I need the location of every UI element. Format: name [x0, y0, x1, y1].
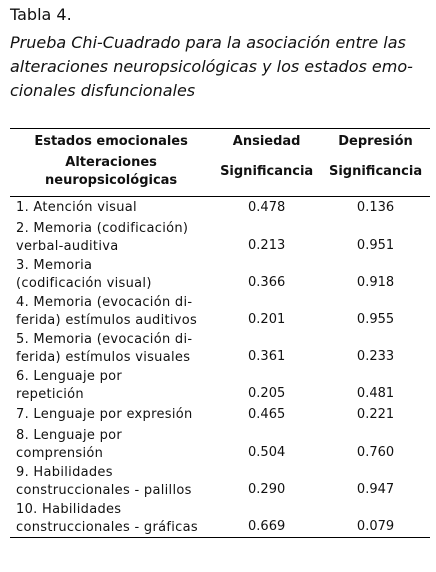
- row-label-line: ferida) estímulos visuales: [16, 349, 191, 365]
- header-significance-anxiety: Significancia: [212, 152, 322, 197]
- caption-line: Prueba Chi-Cuadrado para la asociación e…: [10, 33, 406, 52]
- row-label: 10. Habilidades construccionales - gráfic…: [10, 500, 213, 538]
- row-label: 9. Habilidades construccionales - palillo…: [10, 463, 212, 500]
- header-neuropsychological-alterations: Alteraciones neuropsicológicas: [10, 152, 213, 197]
- table-row: 1. Atención visual 0.478 0.136: [10, 197, 430, 220]
- row-label: 5. Memoria (evocación di-ferida) estímul…: [10, 330, 212, 367]
- anxiety-significance: 0.478: [248, 199, 286, 215]
- caption-line: cionales disfuncionales: [10, 81, 196, 100]
- row-label-line: 10. Habilidades: [16, 501, 122, 517]
- row-label: 6. Lenguaje por repetición: [10, 367, 212, 404]
- anxiety-significance: 0.366: [248, 275, 286, 290]
- row-label-line: 9. Habilidades: [16, 464, 113, 480]
- header-anxiety: Ansiedad: [212, 128, 322, 152]
- row-label-line: 8. Lenguaje por: [16, 427, 123, 443]
- header-depression: Depresión: [321, 128, 430, 152]
- row-label-line: 2. Memoria (codificación): [16, 220, 189, 236]
- depression-significance: 0.918: [356, 275, 395, 290]
- depression-significance: 0.136: [356, 199, 395, 215]
- row-label: 7. Lenguaje por expresión: [10, 404, 212, 426]
- anxiety-significance: 0.465: [248, 406, 286, 422]
- caption-line: alteraciones neuropsicológicas y los est…: [10, 57, 413, 76]
- header-significance-depression: Significancia: [321, 152, 430, 197]
- depression-significance: 0.760: [356, 445, 395, 460]
- header-row-significance: Alteraciones neuropsicológicas Significa…: [10, 152, 430, 197]
- table-row: 5. Memoria (evocación di-ferida) estímul…: [10, 330, 430, 367]
- depression-significance: 0.079: [321, 500, 430, 538]
- row-label-line: comprensión: [16, 445, 104, 461]
- row-label-line: construccionales - palillos: [16, 482, 192, 498]
- table-row: 2. Memoria (codificación) verbal-auditiva…: [10, 219, 430, 256]
- depression-significance: 0.955: [356, 312, 395, 327]
- table-caption: Prueba Chi-Cuadrado para la asociación e…: [10, 31, 432, 103]
- row-label-line: verbal-auditiva: [16, 238, 119, 254]
- row-label-line: 1. Atención visual: [16, 200, 137, 215]
- anxiety-significance: 0.504: [248, 445, 286, 460]
- table-header: Estados emocionales Ansiedad Depresión A…: [10, 128, 430, 197]
- anxiety-significance: 0.205: [248, 386, 286, 401]
- chi-square-table: Estados emocionales Ansiedad Depresión A…: [10, 128, 430, 538]
- row-label: 1. Atención visual: [10, 197, 212, 220]
- anxiety-significance: 0.361: [248, 349, 286, 364]
- table-row: 8. Lenguaje por comprensión 0.504 0.760: [10, 426, 430, 463]
- row-label: 8. Lenguaje por comprensión: [10, 426, 212, 463]
- row-label-line: 3. Memoria: [16, 257, 93, 273]
- row-label-line: 6. Lenguaje por: [16, 368, 123, 384]
- header-emotional-states: Estados emocionales: [10, 128, 213, 152]
- depression-significance: 0.951: [356, 238, 395, 253]
- row-label: 2. Memoria (codificación) verbal-auditiva: [10, 219, 212, 256]
- header-label-line: neuropsicológicas: [45, 173, 178, 188]
- table-label: Tabla 4.: [10, 5, 72, 24]
- table-row: 6. Lenguaje por repetición 0.205 0.481: [10, 367, 430, 404]
- header-row-emotional-states: Estados emocionales Ansiedad Depresión: [10, 128, 430, 152]
- anxiety-significance: 0.201: [248, 312, 286, 327]
- anxiety-significance: 0.290: [248, 482, 286, 497]
- table-row: 4. Memoria (evocación di-ferida) estímul…: [10, 293, 430, 330]
- depression-significance: 0.221: [356, 406, 395, 422]
- row-label-line: 4. Memoria (evocación di-: [16, 294, 193, 310]
- anxiety-significance: 0.669: [212, 500, 322, 538]
- row-label: 4. Memoria (evocación di-ferida) estímul…: [10, 293, 212, 330]
- table-row: 10. Habilidades construccionales - gráfic…: [10, 500, 430, 538]
- row-label-line: (codificación visual): [16, 275, 152, 291]
- anxiety-significance: 0.213: [248, 238, 286, 253]
- row-label-line: construccionales - gráficas: [16, 519, 198, 535]
- table-row: 9. Habilidades construccionales - palillo…: [10, 463, 430, 500]
- table-row: 3. Memoria (codificación visual) 0.366 0.91…: [10, 256, 430, 293]
- row-label-line: 5. Memoria (evocación di-: [16, 331, 193, 347]
- row-label-line: ferida) estímulos auditivos: [16, 312, 198, 328]
- row-label-line: 7. Lenguaje por expresión: [16, 407, 193, 422]
- row-label: 3. Memoria (codificación visual): [10, 256, 212, 293]
- header-label-line: Alteraciones: [65, 155, 157, 170]
- table-body: 1. Atención visual 0.478 0.136 2. Memoria (…: [10, 197, 430, 538]
- depression-significance: 0.481: [356, 386, 395, 401]
- depression-significance: 0.947: [356, 482, 395, 497]
- depression-significance: 0.233: [356, 349, 395, 364]
- table-row: 7. Lenguaje por expresión 0.465 0.221: [10, 404, 430, 426]
- row-label-line: repetición: [16, 386, 84, 402]
